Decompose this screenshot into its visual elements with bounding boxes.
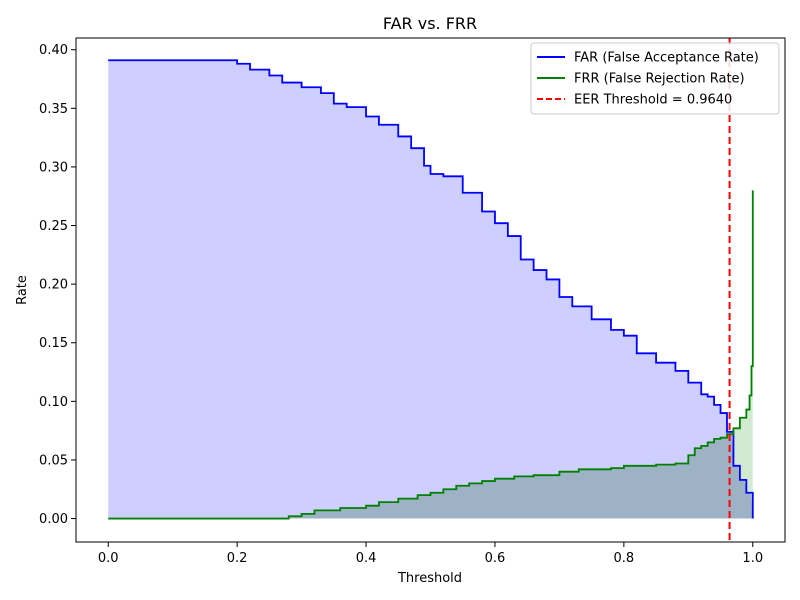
frr-series-line	[108, 190, 754, 520]
y-tick-label: 0.30	[39, 160, 68, 175]
y-tick-label: 0.15	[39, 336, 68, 351]
far-series-line	[108, 59, 754, 519]
y-tick-label: 0.05	[39, 453, 68, 468]
x-tick-label: 0.4	[356, 551, 377, 566]
overlap-fill-area	[108, 434, 753, 519]
x-tick-label: 0.6	[485, 551, 506, 566]
legend-label: FRR (False Rejection Rate)	[574, 72, 745, 87]
plot-frame	[75, 37, 786, 543]
y-tick-label: 0.35	[39, 102, 68, 117]
plot-area	[108, 38, 754, 542]
legend: FAR (False Acceptance Rate) FRR (False Re…	[530, 42, 780, 115]
x-tick-label: 0.2	[227, 551, 248, 566]
x-tick-label: 1.0	[742, 551, 763, 566]
y-axis-title: Rate	[15, 275, 30, 305]
legend-box	[530, 42, 780, 115]
x-axis: 0.0 0.2 0.4 0.6 0.8 1.0	[98, 542, 763, 566]
y-tick-label: 0.00	[39, 512, 68, 527]
x-tick-label: 0.0	[98, 551, 119, 566]
far-fill-area	[108, 60, 753, 519]
x-tick-label: 0.8	[614, 551, 635, 566]
y-tick-label: 0.40	[39, 43, 68, 58]
chart-title: FAR vs. FRR	[383, 14, 477, 33]
legend-label: FAR (False Acceptance Rate)	[574, 51, 759, 66]
y-tick-label: 0.10	[39, 395, 68, 410]
x-axis-title: Threshold	[397, 571, 462, 586]
y-tick-label: 0.25	[39, 219, 68, 234]
legend-label: EER Threshold = 0.9640	[574, 93, 732, 108]
y-tick-label: 0.20	[39, 278, 68, 293]
y-axis: 0.00 0.05 0.10 0.15 0.20 0.25 0.30 0.35 0.40	[39, 43, 76, 527]
